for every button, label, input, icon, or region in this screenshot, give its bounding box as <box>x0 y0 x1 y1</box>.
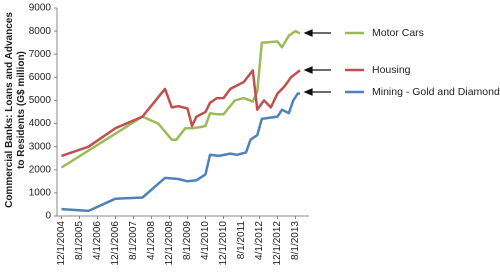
y-tick-label: 1000 <box>29 188 52 199</box>
y-tick-label: 7000 <box>29 49 52 60</box>
x-tick-label: 12/1/2010 <box>218 221 229 266</box>
x-tick-label: 4/1/2012 <box>254 221 265 260</box>
x-tick-label: 8/1/2005 <box>74 221 85 260</box>
y-tick-label: 2000 <box>29 164 52 175</box>
x-tick-label: 8/1/2009 <box>182 221 193 260</box>
y-tick-label: 5000 <box>29 95 52 106</box>
x-tick-label: 12/1/2008 <box>164 221 175 266</box>
y-tick-label: 3000 <box>29 141 52 152</box>
y-tick-label: 6000 <box>29 72 52 83</box>
y-tick-label: 9000 <box>29 3 52 14</box>
y-tick-label: 4000 <box>29 118 52 129</box>
x-tick-label: 12/1/2004 <box>56 221 67 266</box>
y-tick-label: 0 <box>45 211 51 222</box>
series-line <box>61 69 301 158</box>
x-tick-label: 8/1/2011 <box>236 221 247 260</box>
series-line <box>61 92 300 213</box>
x-tick-label: 4/1/2008 <box>146 221 157 260</box>
x-tick-label: 8/1/2013 <box>290 221 301 260</box>
arrow-head <box>303 66 313 74</box>
x-tick-label: 4/1/2010 <box>200 221 211 260</box>
arrows <box>303 29 331 96</box>
x-tick-label: 12/1/2006 <box>110 221 121 266</box>
legend-label: Mining - Gold and Diamonds <box>372 86 500 98</box>
x-tick-label: 4/1/2006 <box>92 221 103 260</box>
legend-label: Housing <box>372 64 411 76</box>
x-tick-label: 8/1/2007 <box>128 221 139 260</box>
series-line <box>60 29 301 169</box>
arrow-head <box>303 29 313 37</box>
x-tick-label: 12/1/2012 <box>272 221 283 266</box>
y-tick-label: 8000 <box>29 26 52 37</box>
arrow-head <box>303 88 313 96</box>
legend-label: Motor Cars <box>372 27 424 39</box>
